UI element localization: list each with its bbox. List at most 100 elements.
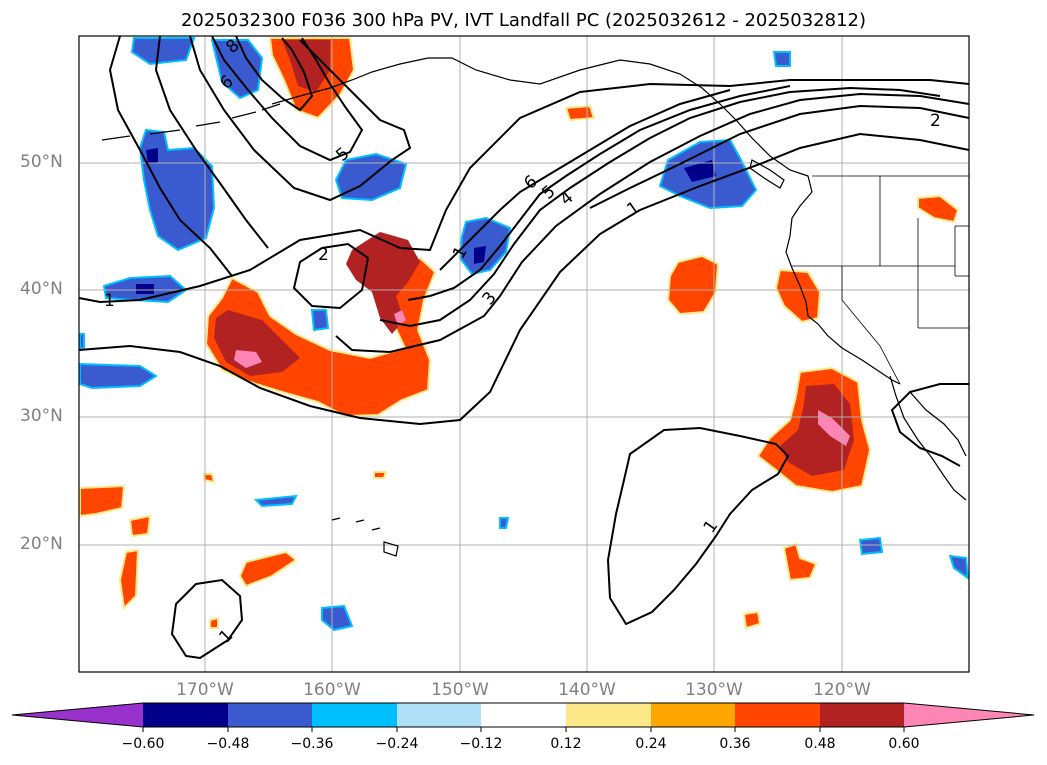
lat-label-40n: 40°N (20, 279, 63, 299)
anomaly-patch-central-cutoff-core (474, 246, 486, 264)
hawaii (331, 517, 399, 557)
lon-label-170w: 170°W (176, 680, 234, 700)
anomaly-patch-plume-peak (234, 350, 262, 368)
anomaly-patch-small-1 (128, 514, 152, 538)
lon-label-140w: 140°W (558, 680, 616, 700)
contour-5-north (189, 35, 412, 202)
coastline-mexico (909, 391, 967, 457)
anomaly-patch-west-34n (79, 362, 158, 390)
anomaly-patch-small-3 (238, 550, 298, 588)
anomaly-patch-central-cutoff (458, 216, 512, 276)
map-title: 2025032300 F036 300 hPa PV, IVT Landfall… (180, 10, 867, 31)
lon-label-150w: 150°W (431, 680, 489, 700)
colorbar-max-extension (904, 703, 1034, 727)
anomaly-patch-offshore-40n (666, 254, 720, 316)
contour-1-lower (78, 132, 970, 426)
contour-1-subtropical (606, 426, 790, 626)
anomaly-patch-central-peak (394, 310, 406, 326)
anomaly-patch-west-20n (79, 484, 126, 518)
anomaly-patch-small-blue-8 (79, 333, 85, 349)
coastline-west-coast (785, 191, 901, 385)
colorbar-segment (481, 703, 566, 727)
anomaly-patch-small-4 (782, 542, 818, 582)
colorbar-tick-label: −0.24 (375, 736, 419, 752)
contour-6-north (211, 35, 364, 162)
lat-label-50n: 50°N (20, 152, 63, 172)
anomaly-patch-small-blue-2 (253, 494, 298, 508)
colorbar-segment (566, 703, 651, 727)
colorbar-segment (651, 703, 735, 727)
colorbar-tick-label: −0.60 (121, 736, 165, 752)
lon-label-120w: 120°W (813, 680, 871, 700)
map-frame (78, 35, 970, 673)
colorbar-min-extension (12, 703, 143, 727)
contour-west-mid (154, 35, 269, 249)
colorbar-segment (228, 703, 312, 727)
coastline-alaska (271, 57, 813, 193)
contour-1-southwest (170, 578, 244, 660)
colorbar-segment (312, 703, 397, 727)
lat-label-20n: 20°N (20, 534, 63, 554)
anomaly-patch-bc-coast-core (684, 160, 716, 182)
colorbar-tick-label: −0.12 (459, 736, 503, 752)
contour-8-north (235, 35, 314, 112)
anomaly-patch-small-8 (203, 473, 216, 484)
colorbar-tick-label: −0.48 (206, 736, 250, 752)
anomaly-patch-small-blue-6 (772, 51, 791, 67)
contour-6 (439, 89, 731, 271)
anomaly-patch-idaho (917, 194, 960, 224)
anomaly-patch-small-7 (373, 471, 388, 479)
contour-5 (407, 85, 791, 301)
anomaly-patch-central-core (346, 232, 420, 334)
colorbar-tick-label: 0.24 (635, 736, 667, 752)
anomaly-patch-small-blue-1 (310, 309, 330, 332)
colorbar-segment (397, 703, 481, 727)
state-borders (792, 175, 969, 385)
anomaly-patch-small-5 (564, 104, 596, 122)
anomaly-patch-west-50n-core (146, 148, 158, 164)
colorbar-segment (820, 703, 904, 727)
anomaly-patch-small-9 (209, 616, 219, 629)
anomaly-patch-40n-west-core (136, 284, 154, 294)
anomaly-patch-subtropical-east-core (780, 384, 854, 476)
map-panel: 8 6 5 2 1 6 5 4 1 3 2 1 1 1 (78, 35, 970, 673)
coastlines (101, 57, 967, 557)
colorbar-tick-label: 0.12 (550, 736, 582, 752)
anomaly-patch-small-2 (118, 548, 140, 611)
colorbar-tick-label: 0.48 (804, 736, 836, 752)
colorbar (11, 702, 1035, 732)
colorbar-tick-label: 0.36 (719, 736, 751, 752)
contour-4 (379, 86, 941, 328)
graticule (79, 36, 969, 672)
contour-3 (335, 92, 970, 354)
negative-anomaly-shading (79, 37, 970, 632)
colorbar-segment (735, 703, 820, 727)
contour-2-closed (292, 242, 370, 310)
contour-label: 2 (930, 111, 941, 131)
contour-1-west (78, 79, 970, 304)
lat-label-30n: 30°N (20, 406, 63, 426)
anomaly-patch-subtropical-plume (204, 256, 437, 418)
colorbar-tick-label: −0.36 (290, 736, 334, 752)
colorbar-ticks (142, 727, 905, 732)
contour-west-outer (108, 35, 233, 277)
colorbar-segment (143, 703, 228, 727)
anomaly-patch-small-blue-3 (321, 604, 354, 632)
anomaly-patch-california (774, 268, 822, 324)
anomaly-patch-north-center (210, 39, 264, 100)
contour-label: 2 (318, 245, 329, 265)
anomaly-patch-west-50n (138, 128, 216, 252)
lon-label-130w: 130°W (685, 680, 743, 700)
anomaly-patch-small-blue-4 (858, 536, 884, 556)
contours (78, 35, 970, 660)
lon-label-160w: 160°W (303, 680, 361, 700)
contour-1-east (890, 383, 969, 467)
anomaly-patch-small-blue-5 (948, 554, 970, 581)
contour-2-upper (589, 104, 970, 209)
anomaly-patch-small-blue-7 (499, 517, 510, 529)
anomaly-patch-north-strip (130, 37, 196, 66)
anomaly-patch-small-6 (742, 610, 762, 630)
aleutians (101, 103, 281, 141)
contour-label: 1 (104, 291, 115, 311)
